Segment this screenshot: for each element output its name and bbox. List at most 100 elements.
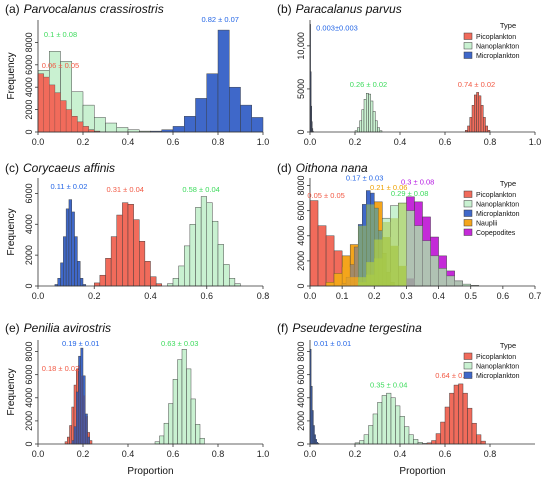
- overlaps: [71, 365, 90, 444]
- y-tick-label: 8000: [296, 342, 306, 362]
- histogram-bar-nanoplankton: [377, 127, 380, 133]
- histogram-bar-picoplankton: [453, 384, 459, 445]
- histogram-bar-picoplankton: [480, 105, 484, 133]
- y-tick-label: 4000: [24, 214, 34, 234]
- panel-c: (c) Corycaeus affinis 0.0 0.2 0.4 0.6 0.8 0 2000…: [5, 161, 269, 301]
- legend: Type Picoplankton Nanoplankton Microplankto…: [463, 341, 520, 380]
- legend-item-label: Picoplankton: [476, 34, 516, 41]
- histogram-overlap: [38, 73, 44, 132]
- x-tick-label: 0.2: [368, 291, 381, 301]
- histogram-overlap: [350, 264, 355, 286]
- histogram-bar-nanoplankton: [390, 397, 396, 445]
- histogram-overlap: [83, 395, 86, 444]
- y-axis-label: Frequency: [6, 208, 17, 255]
- histogram-bar-nanoplankton: [178, 265, 185, 287]
- x-tick-label: 0.0: [304, 291, 317, 301]
- histogram-overlap: [66, 109, 72, 132]
- y-tick-label: 5000: [296, 79, 306, 99]
- histogram-bar-picoplankton: [116, 214, 123, 287]
- x-tick-label: 0.8: [212, 137, 225, 147]
- mean-sd-annotation: 0.003±0.003: [316, 23, 358, 32]
- mean-sd-annotation: 0.26 ± 0.02: [350, 80, 387, 89]
- histogram-bar-nanoplankton: [105, 122, 117, 133]
- mean-sd-annotation: 0.64 ± 0.04: [435, 371, 472, 380]
- histogram-bar-picoplankton: [471, 105, 475, 133]
- y-tick-label: 6000: [24, 55, 34, 75]
- y-tick-label: 8000: [24, 32, 34, 52]
- legend-swatch: [463, 209, 473, 217]
- y-tick-label: 4000: [24, 388, 34, 408]
- x-tick-label: 1.0: [529, 137, 542, 147]
- histogram-bar-microplankton: [63, 236, 67, 287]
- histogram-bar-microplankton: [65, 208, 70, 287]
- legend-title: Type: [500, 21, 516, 30]
- histogram-bar-nanoplankton: [399, 416, 405, 445]
- histogram-overlap: [370, 204, 375, 286]
- histogram-bar-nanoplankton: [190, 398, 196, 445]
- panel-title: (c) Corycaeus affinis: [5, 161, 115, 175]
- legend-item-label: Nanoplankton: [476, 202, 519, 209]
- x-tick-label: 1.0: [257, 137, 270, 147]
- mean-sd-annotation: 0.1 ± 0.08: [44, 30, 77, 39]
- histogram-overlap: [85, 416, 88, 444]
- x-tick-label: 0.4: [432, 291, 445, 301]
- histogram-bar-picoplankton: [133, 219, 140, 287]
- histogram-bar-microplankton: [57, 278, 61, 287]
- histogram-bar-picoplankton: [110, 236, 117, 287]
- histogram-overlap: [71, 440, 74, 444]
- histogram-bar-picoplankton: [476, 434, 482, 445]
- histogram-overlap: [430, 255, 439, 286]
- histogram-bar-microplankton: [71, 211, 75, 287]
- histogram-bar-nanoplankton: [181, 349, 187, 445]
- histogram-overlap: [60, 100, 67, 132]
- histogram-bar-nanoplankton: [200, 196, 207, 287]
- x-tick-label: 0.6: [167, 449, 180, 459]
- legend-item-label: Picoplankton: [476, 192, 516, 199]
- histogram-overlap: [438, 268, 447, 286]
- histogram-overlap: [358, 277, 363, 286]
- histogram-bar-nanoplankton: [366, 93, 369, 133]
- legend-item-label: Nanoplankton: [476, 364, 519, 371]
- y-tick-label: 0: [24, 283, 34, 288]
- histogram-bar-picoplankton: [469, 117, 473, 133]
- histogram-overlap: [342, 267, 351, 286]
- histogram-bar-nanoplankton: [361, 109, 365, 133]
- y-tick-label: 6000: [296, 201, 306, 221]
- panel-f: (f) Pseudevadne tergestina 0.0 0.2 0.4 0.6 0.8…: [277, 321, 535, 477]
- histogram-bar-microplankton: [172, 126, 185, 133]
- mean-sd-annotation: 0.82 ± 0.07: [202, 15, 239, 24]
- histogram-overlap: [362, 277, 367, 286]
- x-tick-label: 0.8: [484, 449, 497, 459]
- histogram-bar-picoplankton: [71, 406, 75, 445]
- panel-title-species: Pseudevadne tergestina: [292, 321, 422, 335]
- legend-swatch: [463, 190, 473, 198]
- histogram-bar-microplankton: [60, 262, 64, 287]
- histogram-overlap: [354, 247, 359, 286]
- histogram-bar-nanoplankton: [395, 405, 401, 445]
- histogram-overlap: [74, 426, 77, 444]
- y-tick-label: 0: [296, 283, 306, 288]
- panel-title-prefix: (b): [277, 2, 292, 16]
- histogram-bar-nanoplankton: [413, 439, 419, 445]
- mean-sd-annotation: 0.21 ± 0.06: [370, 183, 407, 192]
- bars: [309, 24, 491, 133]
- x-tick-label: 0.1: [336, 291, 349, 301]
- y-tick-label: 4000: [296, 226, 306, 246]
- histogram-bar-nanoplankton: [363, 99, 367, 133]
- panel-title: (f) Pseudevadne tergestina: [277, 321, 422, 335]
- histogram-bar-picoplankton: [127, 204, 134, 287]
- legend-swatch: [463, 228, 473, 236]
- panel-title: (b) Paracalanus parvus: [277, 2, 402, 16]
- legend-title: Type: [500, 179, 516, 188]
- x-tick-label: 0.8: [212, 449, 225, 459]
- overlaps: [326, 203, 463, 286]
- x-tick-label: 0.8: [257, 291, 270, 301]
- histogram-bar-picoplankton: [483, 117, 486, 133]
- x-tick-label: 0.4: [122, 137, 135, 147]
- histogram-bar-nanoplankton: [359, 120, 362, 133]
- histogram-bar-microplankton: [217, 29, 230, 133]
- histogram-bar-picoplankton: [471, 422, 477, 445]
- panel-title: (a) Parvocalanus crassirostris: [5, 2, 164, 16]
- histogram-bar-nanoplankton: [212, 220, 219, 287]
- y-tick-label: 0: [24, 441, 34, 446]
